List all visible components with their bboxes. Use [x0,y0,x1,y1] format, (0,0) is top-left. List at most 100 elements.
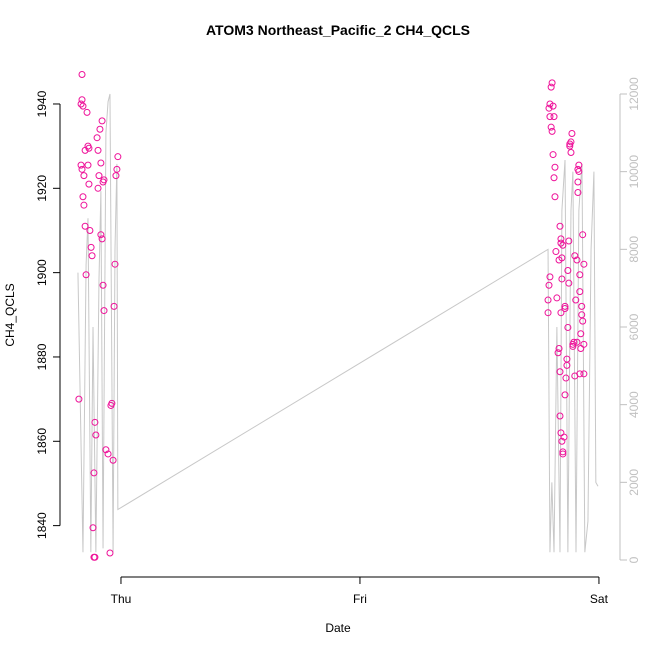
point [108,399,116,407]
point [574,178,582,186]
x-axis-label: Date [325,621,351,635]
point [78,70,86,78]
chart-title: ATOM3 Northeast_Pacific_2 CH4_QCLS [206,22,470,38]
point [565,237,573,245]
point [79,193,87,201]
point [579,231,587,239]
point [576,370,584,378]
point [91,553,99,561]
point [569,342,577,350]
point [558,275,566,283]
point [572,296,580,304]
point [85,180,93,188]
point [561,391,569,399]
point [556,412,564,420]
x-tick-label: Fri [353,592,367,606]
point [545,104,553,112]
y-tick-label: 1900 [35,259,49,286]
y2-tick-label: 12000 [627,77,641,111]
point [91,418,99,426]
x-tick-label: Sat [590,592,609,606]
point [77,100,85,108]
y2-tick-label: 6000 [627,313,641,340]
point [97,159,105,167]
point [98,117,106,125]
point [551,163,559,171]
point [567,148,575,156]
y-tick-label: 1880 [35,343,49,370]
line-series [77,93,599,553]
point [554,349,562,357]
point [549,151,557,159]
point [580,340,588,348]
point [90,469,98,477]
point [557,309,565,317]
y2-tick-label: 10000 [627,155,641,189]
point [576,271,584,279]
point [574,189,582,197]
point [82,271,90,279]
point [98,235,106,243]
point [580,370,588,378]
point [87,243,95,251]
point [564,267,572,275]
point [99,281,107,289]
point [78,96,86,104]
point [550,113,558,121]
point [556,222,564,230]
point [80,172,88,180]
y2-tick-label: 2000 [627,469,641,496]
y-tick-label: 1920 [35,175,49,202]
point [575,161,583,169]
point [96,125,104,133]
point [550,174,558,182]
point [113,165,121,173]
point [558,254,566,262]
point [556,368,564,376]
point [579,317,587,325]
point [83,108,91,116]
point [573,256,581,264]
y-tick-label: 1940 [35,90,49,117]
point [110,302,118,310]
point [545,281,553,289]
point [546,113,554,121]
point [84,161,92,169]
x-tick-label: Thu [111,592,132,606]
point [102,446,110,454]
point [546,273,554,281]
point [578,302,586,310]
point [548,127,556,135]
point [549,102,557,110]
point [568,129,576,137]
point [575,167,583,175]
point [93,134,101,142]
point [100,307,108,315]
point [576,288,584,296]
point [114,153,122,161]
point [561,304,569,312]
point [79,102,87,110]
point [578,311,586,319]
y-axis-label: CH4_QCLS [3,283,17,346]
point [558,437,566,445]
point [552,248,560,256]
y-tick-label: 1840 [35,512,49,539]
point [560,433,568,441]
point [75,395,83,403]
point [580,260,588,268]
point [81,222,89,230]
point [562,374,570,382]
point [563,355,571,363]
point [557,239,565,247]
point [561,302,569,310]
point [570,338,578,346]
point [111,260,119,268]
point [559,448,567,456]
point [86,226,94,234]
point [94,184,102,192]
point [77,161,85,169]
point [94,146,102,154]
point [544,309,552,317]
